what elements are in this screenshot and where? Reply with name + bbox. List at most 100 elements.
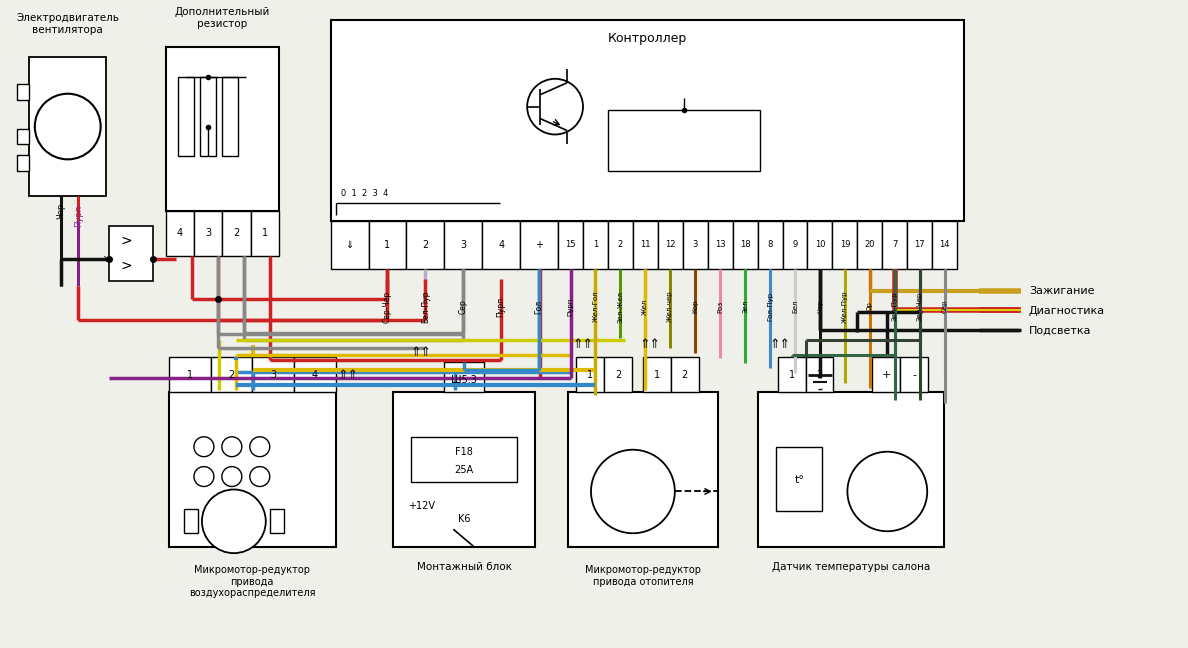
Text: Зажигание: Зажигание bbox=[1029, 286, 1094, 295]
Text: 17: 17 bbox=[915, 240, 925, 249]
Bar bbox=[251, 211, 279, 256]
Text: ⇓: ⇓ bbox=[346, 240, 354, 250]
Circle shape bbox=[222, 467, 242, 487]
Bar bbox=[883, 221, 908, 269]
Bar bbox=[805, 357, 834, 392]
Text: +: + bbox=[881, 370, 891, 380]
Text: Датчик температуры салона: Датчик температуры салона bbox=[772, 562, 930, 572]
Text: ⇑⇑: ⇑⇑ bbox=[573, 338, 594, 351]
Text: Микромотор-редуктор
привода
воздухораспределителя: Микромотор-редуктор привода воздухораспр… bbox=[189, 565, 316, 598]
Text: Чер: Чер bbox=[57, 203, 65, 219]
Text: Жел-Пур: Жел-Пур bbox=[842, 290, 848, 323]
Text: 7: 7 bbox=[892, 240, 897, 249]
Text: ⇑⇑: ⇑⇑ bbox=[639, 338, 661, 351]
Bar bbox=[708, 221, 733, 269]
Bar bbox=[169, 357, 210, 392]
Text: Ш5.3: Ш5.3 bbox=[451, 375, 478, 385]
Bar bbox=[776, 446, 822, 511]
Bar bbox=[758, 221, 783, 269]
Text: Контроллер: Контроллер bbox=[608, 32, 687, 45]
Text: 3: 3 bbox=[693, 240, 699, 249]
Bar bbox=[222, 77, 238, 156]
Text: 1: 1 bbox=[593, 240, 598, 249]
Text: Зел-Жел: Зел-Жел bbox=[618, 290, 624, 323]
Bar bbox=[901, 357, 928, 392]
Text: -: - bbox=[912, 370, 916, 380]
Text: Пурп: Пурп bbox=[497, 296, 506, 317]
Bar bbox=[778, 357, 805, 392]
Bar bbox=[444, 362, 485, 392]
Bar bbox=[608, 110, 759, 171]
Bar bbox=[833, 221, 858, 269]
Circle shape bbox=[194, 437, 214, 457]
Text: Гол-Пур: Гол-Пур bbox=[767, 292, 773, 321]
Text: ⇑⇑: ⇑⇑ bbox=[411, 346, 432, 359]
Text: 1: 1 bbox=[385, 240, 391, 250]
Text: 3: 3 bbox=[206, 228, 211, 238]
Bar bbox=[758, 392, 944, 547]
Circle shape bbox=[34, 94, 101, 159]
Bar bbox=[583, 221, 608, 269]
Text: 3: 3 bbox=[460, 240, 467, 250]
Text: 18: 18 bbox=[740, 240, 751, 249]
Bar bbox=[608, 221, 633, 269]
Text: K6: K6 bbox=[459, 515, 470, 524]
Bar bbox=[166, 211, 194, 256]
Text: 1: 1 bbox=[789, 370, 795, 380]
Text: Диагностика: Диагностика bbox=[1029, 305, 1105, 316]
Text: 4: 4 bbox=[498, 240, 504, 250]
Text: 1: 1 bbox=[653, 370, 659, 380]
Text: >: > bbox=[120, 234, 132, 248]
Circle shape bbox=[222, 437, 242, 457]
Text: 14: 14 bbox=[940, 240, 950, 249]
Text: Гол: Гол bbox=[535, 299, 544, 314]
Circle shape bbox=[249, 467, 270, 487]
Text: Ор: Ор bbox=[867, 302, 873, 312]
Bar bbox=[908, 221, 933, 269]
Text: 8: 8 bbox=[767, 240, 772, 249]
Text: »: » bbox=[97, 255, 110, 262]
Bar bbox=[222, 211, 251, 256]
Text: Жел-Гол: Жел-Гол bbox=[593, 291, 599, 322]
Bar bbox=[520, 221, 558, 269]
Bar bbox=[783, 221, 808, 269]
Bar bbox=[643, 357, 671, 392]
Bar bbox=[169, 392, 335, 547]
Bar bbox=[270, 509, 284, 533]
Bar bbox=[293, 357, 335, 392]
Text: 2: 2 bbox=[228, 370, 234, 380]
Text: 10: 10 bbox=[815, 240, 826, 249]
Text: Микромотор-редуктор
привода отопителя: Микромотор-редуктор привода отопителя bbox=[584, 565, 701, 586]
Circle shape bbox=[847, 452, 927, 531]
Text: 0  1  2  3  4: 0 1 2 3 4 bbox=[341, 189, 388, 198]
Bar bbox=[166, 47, 279, 211]
Bar bbox=[683, 221, 708, 269]
Text: F18: F18 bbox=[455, 446, 473, 457]
Bar bbox=[200, 77, 216, 156]
Text: 4: 4 bbox=[311, 370, 318, 380]
Bar bbox=[558, 221, 583, 269]
Bar bbox=[109, 226, 153, 281]
Text: 2: 2 bbox=[233, 228, 240, 238]
Bar bbox=[568, 392, 718, 547]
Text: t°: t° bbox=[795, 474, 804, 485]
Text: 1: 1 bbox=[587, 370, 593, 380]
Text: 13: 13 bbox=[715, 240, 726, 249]
Bar bbox=[411, 437, 517, 481]
Text: Дополнительный
резистор: Дополнительный резистор bbox=[175, 7, 270, 29]
Bar bbox=[406, 221, 444, 269]
Text: 20: 20 bbox=[865, 240, 876, 249]
Text: ⇑⇑: ⇑⇑ bbox=[337, 369, 358, 382]
Text: Бел-Пур: Бел-Пур bbox=[421, 290, 430, 323]
Bar bbox=[444, 221, 482, 269]
Text: Монтажный блок: Монтажный блок bbox=[417, 562, 512, 572]
Text: Зел-Чер: Зел-Чер bbox=[917, 292, 923, 321]
Text: 25A: 25A bbox=[455, 465, 474, 474]
Text: Жел: Жел bbox=[643, 298, 649, 315]
Text: 2: 2 bbox=[618, 240, 623, 249]
Text: 1: 1 bbox=[261, 228, 267, 238]
Bar bbox=[482, 221, 520, 269]
Text: Пурп: Пурп bbox=[568, 297, 574, 316]
Text: Бел: Бел bbox=[792, 300, 798, 313]
Text: 2: 2 bbox=[422, 240, 429, 250]
